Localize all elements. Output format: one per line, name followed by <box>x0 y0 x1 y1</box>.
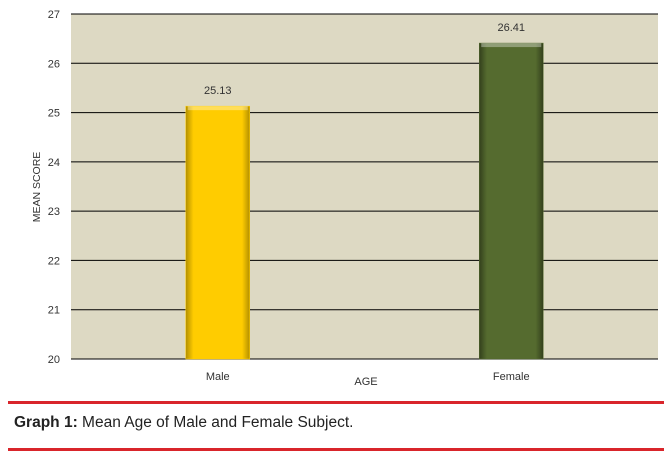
bar-highlight <box>187 106 248 111</box>
bar-highlight <box>481 43 542 48</box>
y-tick-label: 21 <box>48 305 60 317</box>
y-axis-title: MEAN SCORE <box>31 152 43 223</box>
bar-chart: 20 21 22 23 24 25 26 27 25.13 26.41 Male Female A… <box>31 9 658 388</box>
y-tick-label: 24 <box>48 157 60 169</box>
y-tick-label: 22 <box>48 255 60 267</box>
gridlines <box>71 13 658 360</box>
bar-female <box>479 42 544 360</box>
x-tick-label: Female <box>493 371 530 383</box>
caption-bottom-rule <box>8 448 664 451</box>
bars: 25.13 26.41 <box>185 22 544 360</box>
caption-top-rule <box>8 401 664 404</box>
y-tick-label: 25 <box>48 108 60 120</box>
y-axis-ticks: 20 21 22 23 24 25 26 27 <box>48 9 60 366</box>
figure-caption: Graph 1: Mean Age of Male and Female Sub… <box>14 414 353 432</box>
x-axis-labels: Male Female <box>206 371 530 383</box>
x-axis-title: AGE <box>354 376 377 388</box>
plot-background <box>71 14 658 359</box>
y-tick-label: 27 <box>48 9 60 21</box>
x-tick-label: Male <box>206 371 230 383</box>
y-tick-label: 23 <box>48 206 60 218</box>
caption-text: Mean Age of Male and Female Subject. <box>77 414 354 431</box>
y-tick-label: 26 <box>48 58 60 70</box>
data-label: 26.41 <box>497 22 525 34</box>
caption-label: Graph 1: <box>14 414 78 431</box>
bar-male <box>185 105 250 360</box>
y-tick-label: 20 <box>48 354 60 366</box>
data-label: 25.13 <box>204 85 232 97</box>
